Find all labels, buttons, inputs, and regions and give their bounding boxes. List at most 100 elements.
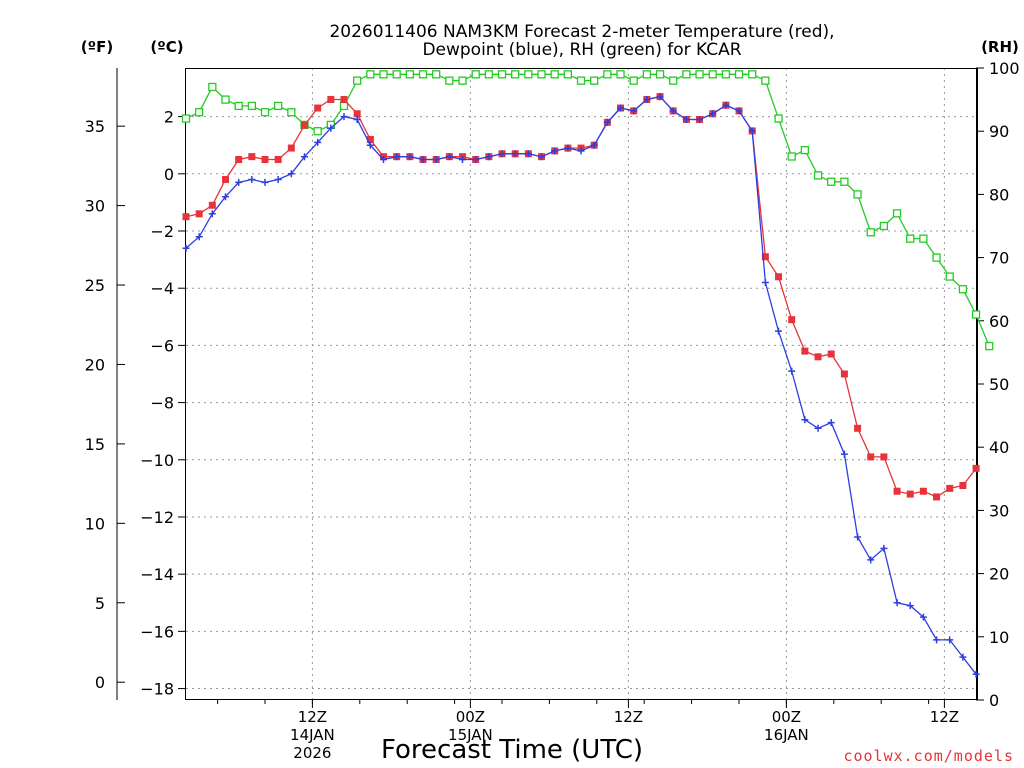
- rh-unit-label: (RH): [981, 38, 1019, 56]
- dewpoint-point: [327, 124, 335, 132]
- temperature-point: [195, 210, 203, 218]
- plot-frame: [185, 68, 977, 700]
- dewpoint-point: [735, 107, 743, 115]
- dewpoint-point: [906, 602, 914, 610]
- rh-point: [379, 70, 388, 79]
- rh-point: [524, 70, 533, 79]
- y-tick-label-rh: 0: [989, 691, 999, 710]
- fahrenheit-unit-label: (ºF): [81, 38, 113, 56]
- dewpoint-point: [551, 147, 559, 155]
- temperature-point: [775, 273, 783, 281]
- dewpoint-point: [603, 118, 611, 126]
- dewpoint-point: [366, 141, 374, 149]
- dewpoint-point: [893, 599, 901, 607]
- rh-point: [945, 272, 954, 281]
- dewpoint-point: [643, 96, 651, 103]
- dewpoint-point: [393, 153, 401, 161]
- temperature-point: [235, 156, 243, 164]
- dewpoint-point: [617, 104, 624, 112]
- rh-point: [734, 70, 744, 79]
- dewpoint-point: [340, 113, 348, 121]
- dewpoint-point: [511, 150, 519, 158]
- dewpoint-point: [261, 178, 269, 186]
- rh-point: [260, 108, 270, 117]
- temperature-point: [840, 370, 848, 378]
- dewpoint-point: [827, 419, 835, 427]
- y-tick-label-c: 2: [164, 108, 174, 127]
- dewpoint-point: [946, 636, 954, 644]
- rh-point: [497, 70, 507, 79]
- chart-title-line-1: 2026011406 NAM3KM Forecast 2-meter Tempe…: [329, 22, 834, 42]
- rh-point: [405, 70, 415, 79]
- dewpoint-point: [696, 116, 703, 123]
- y-tick-label-f: 10: [85, 514, 105, 533]
- dewpoint-point: [182, 244, 190, 252]
- rh-point: [708, 70, 717, 79]
- temperature-point: [959, 482, 967, 490]
- rh-point: [458, 76, 467, 85]
- dewpoint-point: [867, 556, 875, 564]
- y-tick-label-c: 0: [164, 165, 174, 184]
- x-tick-label: 12Z: [930, 708, 959, 726]
- rh-point: [418, 70, 428, 79]
- y-tick-label-rh: 40: [989, 438, 1009, 457]
- x-tick-label: 12Z: [614, 708, 643, 726]
- temperature-point: [933, 493, 941, 501]
- rh-point: [550, 70, 559, 79]
- dewpoint-point: [485, 153, 493, 161]
- y-tick-label-f: 5: [95, 594, 105, 613]
- temperature-point: [353, 110, 361, 118]
- y-tick-label-c: −2: [150, 222, 174, 241]
- rh-point: [892, 209, 902, 218]
- rh-point: [800, 146, 810, 155]
- y-tick-label-rh: 100: [989, 59, 1020, 78]
- dewpoint-point: [840, 450, 848, 458]
- dewpoint-point: [432, 156, 440, 163]
- y-tick-label-c: −16: [140, 622, 174, 641]
- temperature-point: [867, 453, 875, 461]
- rh-point: [853, 190, 862, 199]
- dewpoint-point: [814, 424, 822, 432]
- temperature-point: [788, 316, 796, 324]
- dewpoint-point: [788, 367, 796, 375]
- y-tick-label-f: 25: [85, 276, 105, 295]
- dewpoint-point: [722, 101, 730, 109]
- x-tick-date-label: 14JAN: [290, 726, 335, 744]
- y-tick-label-c: −10: [140, 451, 174, 470]
- temperature-point: [919, 487, 927, 495]
- rh-point: [761, 76, 770, 85]
- rh-point: [234, 101, 243, 111]
- rh-point: [313, 127, 322, 136]
- y-tick-label-rh: 50: [989, 375, 1009, 394]
- temperature-point: [906, 490, 914, 498]
- y-tick-label-rh: 10: [989, 628, 1009, 647]
- y-tick-label-c: −8: [150, 394, 174, 413]
- grid-lines: [186, 68, 976, 700]
- y-tick-label-c: −14: [140, 565, 174, 584]
- x-tick-date-label: 15JAN: [448, 726, 493, 744]
- temperature-point: [314, 104, 322, 112]
- rh-point: [432, 70, 441, 79]
- rh-point: [695, 70, 704, 79]
- temperature-point: [827, 350, 835, 358]
- y-tick-label-c: −6: [150, 336, 174, 355]
- rh-point: [748, 70, 757, 79]
- y-tick-label-rh: 80: [989, 185, 1009, 204]
- dewpoint-point: [287, 170, 295, 178]
- dewpoint-point: [301, 153, 308, 161]
- y-tick-label-c: −12: [140, 508, 174, 527]
- rh-point: [774, 114, 783, 123]
- temperature-point: [761, 253, 769, 261]
- rh-point: [721, 70, 731, 79]
- rh-point: [471, 70, 480, 79]
- dewpoint-point: [195, 233, 203, 241]
- dewpoint-point: [472, 156, 480, 163]
- temperature-point: [327, 95, 335, 103]
- temperature-point: [261, 156, 269, 164]
- temperature-point: [814, 353, 822, 361]
- rh-point: [971, 310, 981, 319]
- dewpoint-point: [959, 653, 967, 661]
- rh-point: [629, 76, 638, 85]
- temperature-point: [854, 424, 862, 432]
- dewpoint-point: [353, 116, 361, 123]
